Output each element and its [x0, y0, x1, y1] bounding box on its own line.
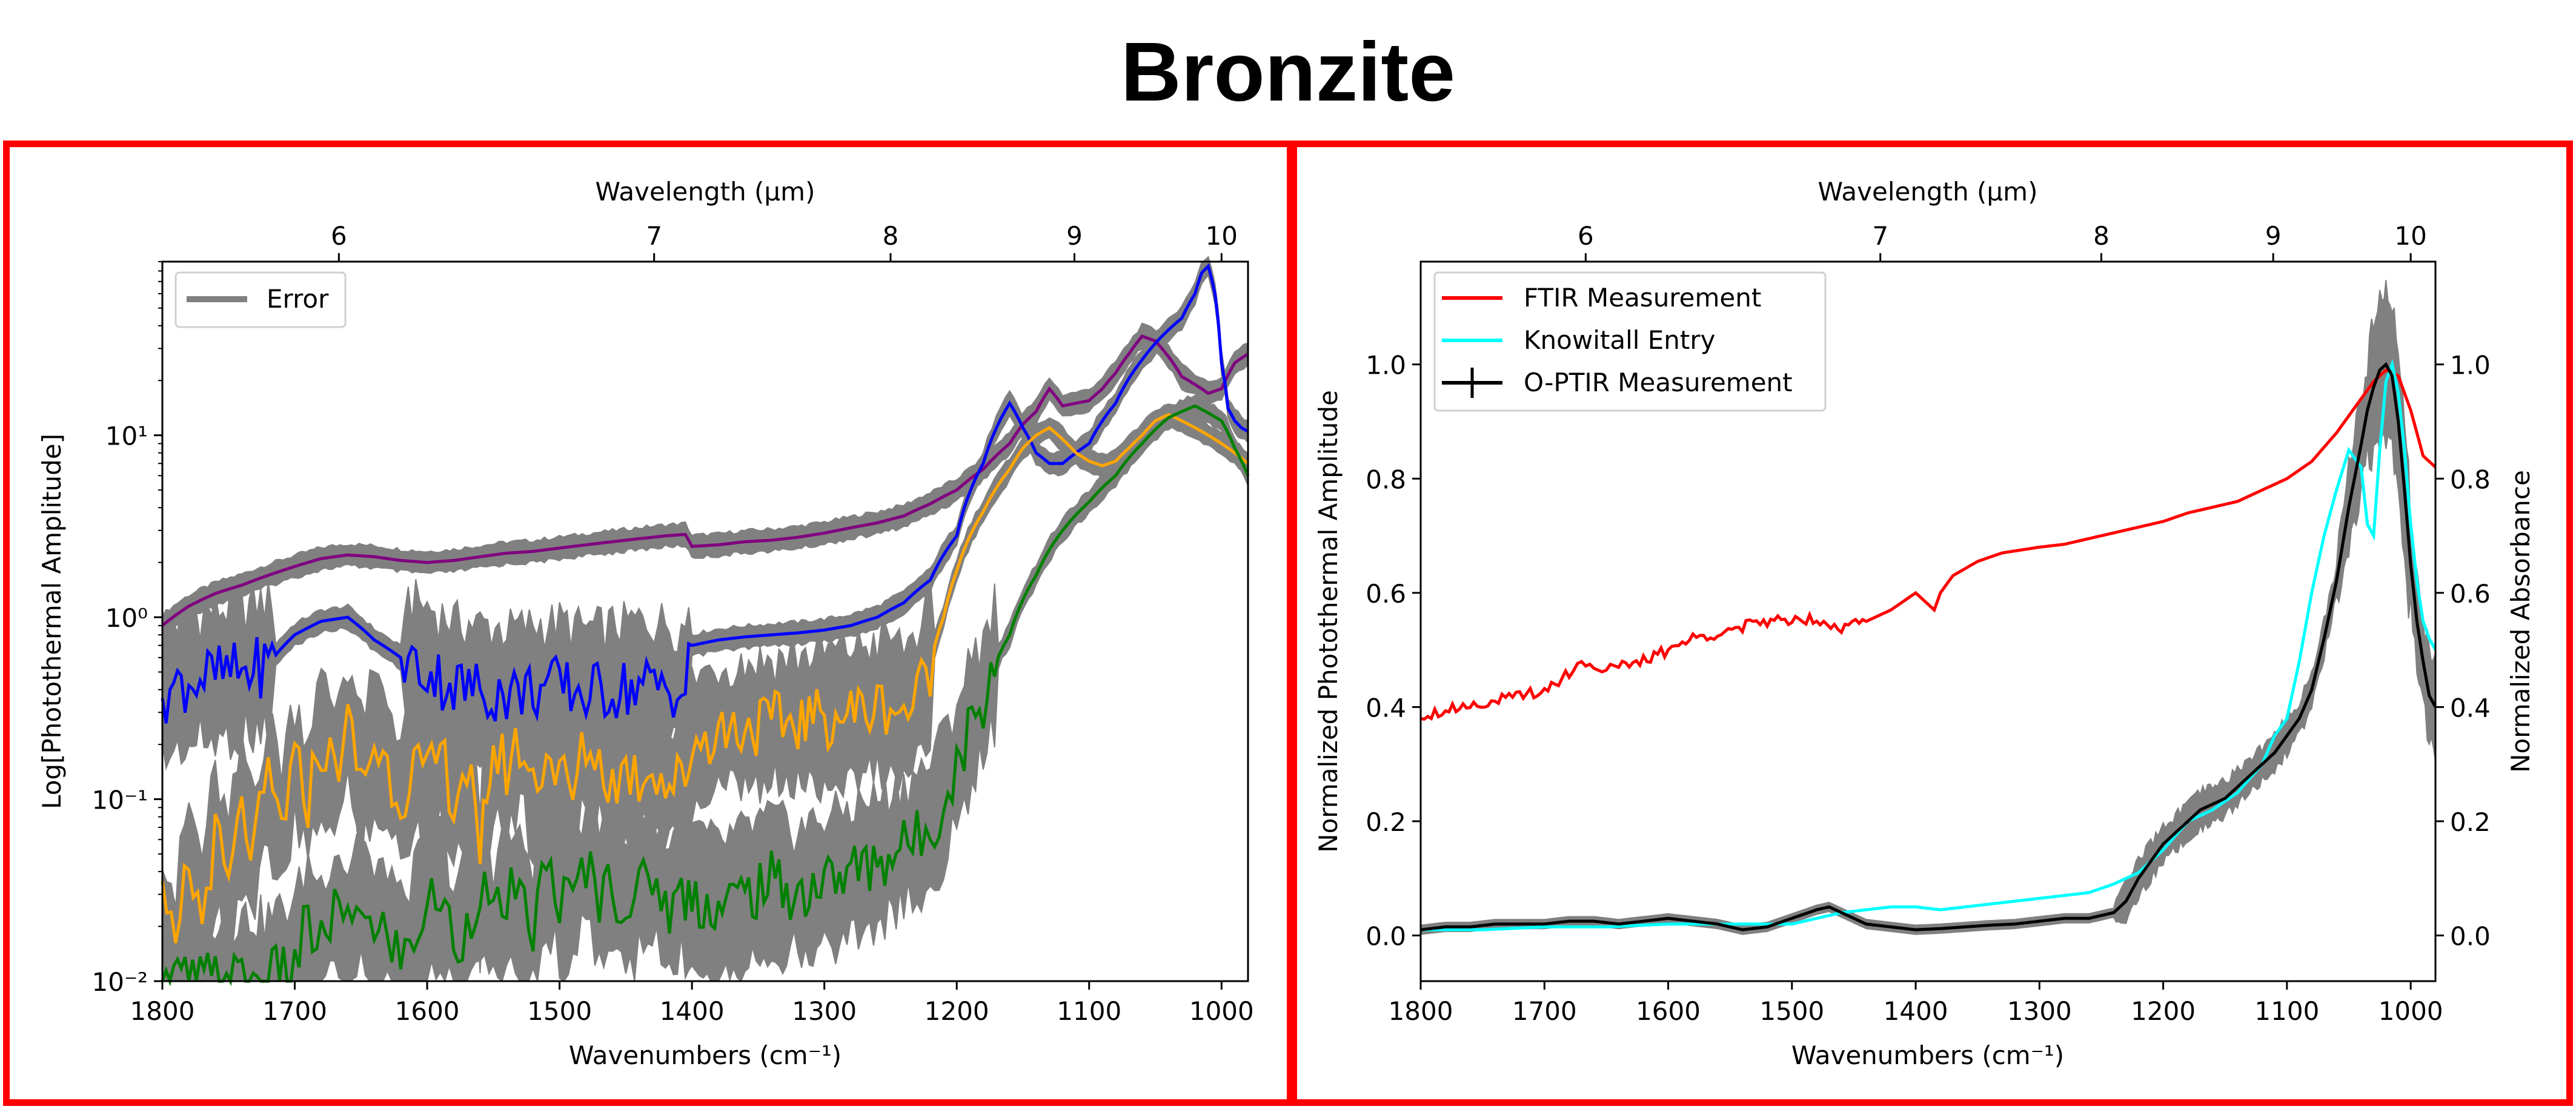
- right-x-tick-label: 1000: [2378, 996, 2443, 1026]
- right-x-tick-label: 1100: [2254, 996, 2319, 1026]
- right-series-knowitall: [1421, 359, 2437, 931]
- left-y-tick-label: 10¹: [105, 422, 148, 451]
- right-y-ticks: 0.0 0.2 0.4 0.6 0.8 1.0: [1366, 351, 1421, 951]
- left-top-ticks: 6 7 8 9 10: [331, 221, 1238, 262]
- left-top-axis-label: Wavelength (μm): [596, 177, 815, 207]
- left-y-tick-label: 10⁰: [105, 603, 148, 633]
- left-y-tick-label: 10⁻²: [92, 967, 148, 997]
- left-x-tick-label: 1200: [925, 996, 989, 1026]
- right-y-ticks-secondary: 0.0 0.2 0.4 0.6 0.8 1.0: [2435, 351, 2491, 951]
- right-legend: FTIR Measurement Knowitall Entry O-PTIR …: [1433, 271, 1827, 412]
- left-x-tick-label: 1400: [660, 996, 725, 1026]
- right-x-tick-label: 1500: [1759, 996, 1824, 1026]
- right-legend-ftir-label: FTIR Measurement: [1524, 283, 1761, 313]
- right-legend-box: [1433, 271, 1827, 412]
- right-series-lines: [1420, 359, 2437, 931]
- right-x-tick-label: 1300: [2007, 996, 2072, 1026]
- right-y2-axis-label: Normalized Absorbance: [2506, 470, 2535, 773]
- left-top-tick-label: 6: [331, 221, 347, 251]
- left-x-tick-label: 1300: [792, 996, 857, 1026]
- right-y2-tick-label: 1.0: [2450, 351, 2491, 380]
- right-legend-knowitall-label: Knowitall Entry: [1524, 325, 1716, 355]
- right-x-tick-label: 1600: [1636, 996, 1701, 1026]
- left-series-purple: [161, 334, 1249, 627]
- right-y-tick-label: 1.0: [1366, 351, 1406, 380]
- right-y-tick-label: 0.8: [1366, 465, 1406, 494]
- right-y-tick-label: 0.6: [1366, 579, 1406, 609]
- right-y2-tick-label: 0.6: [2450, 579, 2491, 609]
- left-top-tick-label: 7: [646, 221, 662, 251]
- right-series-ftir: [1420, 368, 2437, 721]
- left-y-tick-label: 10⁻¹: [92, 786, 148, 815]
- right-top-tick-label: 7: [1872, 221, 1888, 251]
- right-y2-tick-label: 0.2: [2450, 807, 2491, 837]
- left-legend: Error: [174, 271, 347, 328]
- left-top-tick-label: 8: [883, 221, 899, 251]
- right-top-ticks: 6 7 8 9 10: [1578, 221, 2427, 262]
- right-y2-tick-label: 0.4: [2450, 693, 2491, 723]
- right-top-tick-label: 10: [2394, 221, 2426, 251]
- right-top-tick-label: 6: [1578, 221, 1594, 251]
- right-x-ticks: 1800 1700 1600 1500 1400 1300 1200 1100 1000: [1389, 981, 2443, 1026]
- right-series-optir: [1420, 362, 2437, 931]
- left-plot-frame: [161, 260, 1249, 982]
- left-x-tick-label: 1500: [527, 996, 592, 1026]
- right-top-tick-label: 9: [2265, 221, 2282, 251]
- left-x-tick-label: 1800: [130, 996, 195, 1026]
- right-y-tick-label: 0.2: [1366, 807, 1406, 837]
- right-x-axis-label: Wavenumbers (cm⁻¹): [1791, 1041, 2064, 1070]
- left-series-lines: [161, 263, 1250, 987]
- left-x-axis-label: Wavenumbers (cm⁻¹): [569, 1041, 842, 1070]
- right-y2-tick-label: 0.8: [2450, 465, 2491, 494]
- left-legend-error-label: Error: [267, 284, 329, 314]
- right-y-tick-label: 0.0: [1366, 922, 1406, 951]
- right-x-tick-label: 1800: [1389, 996, 1453, 1026]
- right-x-tick-label: 1700: [1512, 996, 1577, 1026]
- right-top-axis-label: Wavelength (μm): [1818, 177, 2038, 207]
- right-plot-frame: [1419, 260, 2437, 982]
- left-series-blue: [161, 263, 1249, 724]
- left-x-tick-label: 1100: [1057, 996, 1121, 1026]
- right-top-tick-label: 8: [2093, 221, 2110, 251]
- left-x-tick-label: 1000: [1189, 996, 1254, 1026]
- right-y2-tick-label: 0.0: [2450, 922, 2491, 951]
- left-x-tick-label: 1700: [262, 996, 327, 1026]
- left-series-orange: [161, 412, 1249, 944]
- left-series-green: [161, 404, 1250, 987]
- page-title: Bronzite: [1121, 25, 1455, 119]
- left-panel-frame: [3, 141, 1293, 1106]
- right-x-tick-label: 1200: [2131, 996, 2196, 1026]
- right-x-tick-label: 1400: [1884, 996, 1948, 1026]
- right-legend-optir-label: O-PTIR Measurement: [1524, 368, 1793, 397]
- left-top-tick-label: 9: [1066, 221, 1083, 251]
- left-top-tick-label: 10: [1206, 221, 1238, 251]
- right-y-axis-label: Normalized Photothermal Amplitude: [1313, 390, 1343, 853]
- left-y-ticks: 10⁻² 10⁻¹ 10⁰ 10¹: [92, 261, 162, 997]
- right-panel-frame: [1290, 141, 2573, 1106]
- left-x-tick-label: 1600: [395, 996, 460, 1026]
- left-x-ticks: 1800 1700 1600 1500 1400 1300 1200 1100 1000: [130, 981, 1254, 1026]
- left-legend-box: [174, 271, 347, 328]
- left-y-axis-label: Log[Photothermal Amplitude]: [37, 434, 67, 809]
- right-y-tick-label: 0.4: [1366, 693, 1406, 723]
